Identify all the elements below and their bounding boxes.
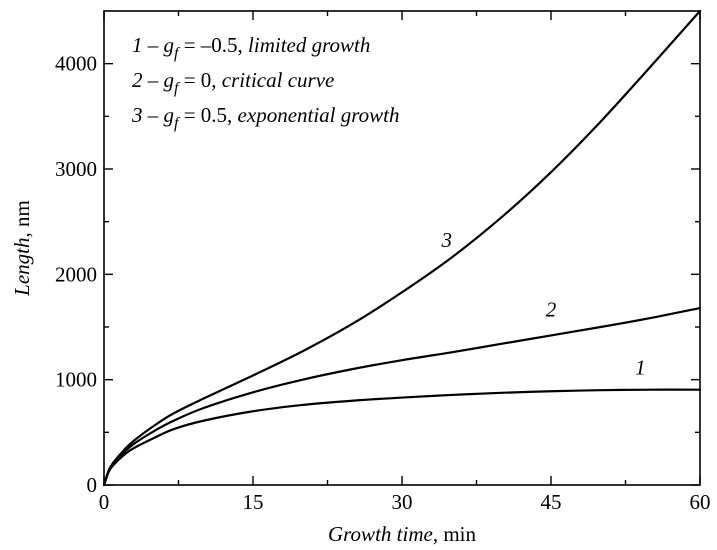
legend-number: 2	[132, 68, 143, 92]
curve-label-3: 3	[440, 228, 452, 252]
x-tick-label: 15	[243, 490, 264, 514]
y-axis-label-unit: , nm	[10, 200, 34, 237]
x-axis-label: Growth time, min	[328, 522, 476, 546]
legend-dash: –	[143, 33, 164, 57]
x-tick-label: 45	[541, 490, 562, 514]
curve-label-1: 1	[635, 355, 646, 379]
legend-value: = 0,	[178, 68, 221, 92]
curves	[102, 9, 702, 487]
curve-labels: 1 2 3	[440, 228, 645, 379]
curve-3	[102, 9, 702, 487]
legend-entry-2: 2 – gf = 0, critical curve	[132, 68, 334, 97]
x-axis-label-unit: , min	[433, 522, 477, 546]
legend-entry-1: 1 – gf = –0.5, limited growth	[132, 33, 370, 62]
legend-value: = 0.5,	[178, 103, 237, 127]
legend-description: critical curve	[222, 68, 335, 92]
curve-1	[102, 388, 702, 487]
y-tick-label: 4000	[55, 52, 97, 76]
y-axis-label: Length, nm	[10, 200, 34, 297]
legend-symbol: g	[164, 103, 175, 127]
legend-symbol: g	[164, 68, 175, 92]
x-tick-label: 60	[690, 490, 711, 514]
x-tick-label: 30	[392, 490, 413, 514]
x-axis-label-main: Growth time	[328, 522, 433, 546]
legend-value: = –0.5,	[178, 33, 248, 57]
legend-number: 3	[131, 103, 143, 127]
legend-dash: –	[143, 68, 164, 92]
legend-dash: –	[143, 103, 164, 127]
y-tick-label: 1000	[55, 368, 97, 392]
legend-subscript: f	[174, 80, 181, 97]
plot-frame	[103, 10, 701, 486]
axis-ticks	[103, 11, 701, 486]
legend-subscript: f	[174, 115, 181, 132]
y-tick-label: 0	[87, 473, 98, 497]
legend-entry-3: 3 – gf = 0.5, exponential growth	[131, 103, 400, 132]
legend-symbol: g	[164, 33, 175, 57]
y-tick-label: 2000	[55, 262, 97, 286]
y-tick-label: 3000	[55, 157, 97, 181]
legend-description: limited growth	[248, 33, 370, 57]
x-tick-label: 0	[99, 490, 110, 514]
legend-description: exponential growth	[238, 103, 400, 127]
legend-number: 1	[132, 33, 143, 57]
curve-label-2: 2	[546, 297, 557, 321]
legend-subscript: f	[174, 45, 181, 62]
curve-2	[102, 306, 702, 487]
tick-labels: 0 15 30 45 60 0 1000 2000 3000 4000	[55, 52, 711, 514]
y-axis-label-main: Length	[10, 238, 34, 297]
